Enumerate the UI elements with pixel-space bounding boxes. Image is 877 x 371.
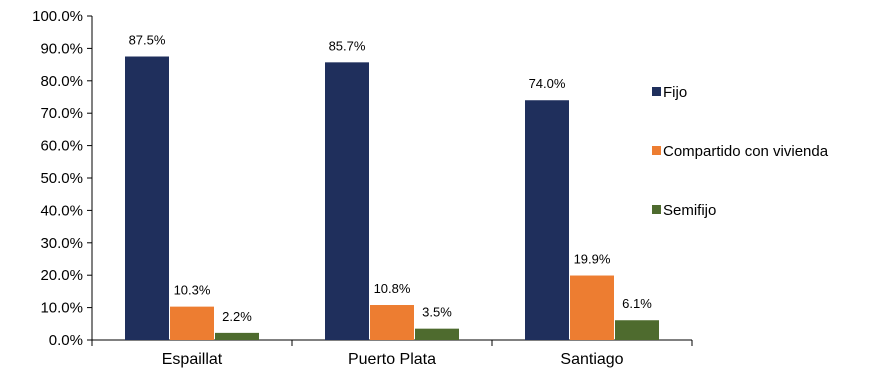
data-label: 2.2%	[222, 309, 252, 324]
data-label: 19.9%	[574, 252, 611, 267]
y-tick-label: 90.0%	[40, 40, 83, 57]
bar	[415, 328, 459, 340]
bar	[615, 320, 659, 340]
y-tick-label: 60.0%	[40, 138, 83, 155]
y-tick-label: 30.0%	[40, 235, 83, 252]
legend-label: Semifijo	[663, 202, 716, 219]
legend: Fijo Compartido con vivienda Semifijo	[652, 84, 829, 219]
bar	[325, 62, 369, 340]
axes: 0.0% 10.0% 20.0% 30.0% 40.0% 50.0% 60.0% 70.0% 8…	[32, 8, 693, 368]
data-label: 3.5%	[422, 305, 452, 320]
bar	[125, 56, 169, 340]
y-tick-label: 100.0%	[32, 8, 83, 25]
data-label: 87.5%	[129, 33, 166, 48]
y-tick-label: 40.0%	[40, 202, 83, 219]
bar	[215, 332, 259, 340]
data-label: 6.1%	[622, 296, 652, 311]
y-tick-label: 20.0%	[40, 267, 83, 284]
legend-label: Compartido con vivienda	[663, 143, 829, 160]
bar	[570, 275, 614, 340]
legend-label: Fijo	[663, 84, 687, 101]
x-tick-label: Santiago	[560, 351, 623, 368]
y-tick-label: 70.0%	[40, 105, 83, 122]
legend-swatch	[652, 205, 661, 214]
bar	[525, 100, 569, 341]
data-label: 85.7%	[329, 38, 366, 53]
data-label: 10.8%	[374, 281, 411, 296]
data-label: 74.0%	[529, 76, 566, 91]
bar	[170, 306, 214, 340]
x-tick-label: Espaillat	[162, 351, 223, 368]
y-tick-label: 80.0%	[40, 73, 83, 90]
bar	[370, 305, 414, 340]
x-tick-label: Puerto Plata	[348, 351, 436, 368]
y-tick-label: 50.0%	[40, 170, 83, 187]
legend-swatch	[652, 87, 661, 96]
legend-swatch	[652, 146, 661, 155]
y-tick-label: 10.0%	[40, 300, 83, 317]
y-tick-label: 0.0%	[49, 332, 83, 349]
data-label: 10.3%	[174, 283, 211, 298]
bars	[125, 56, 659, 341]
data-labels: 87.5% 10.3% 2.2% 85.7% 10.8% 3.5% 74.0% 19.9% 6.…	[129, 33, 653, 324]
